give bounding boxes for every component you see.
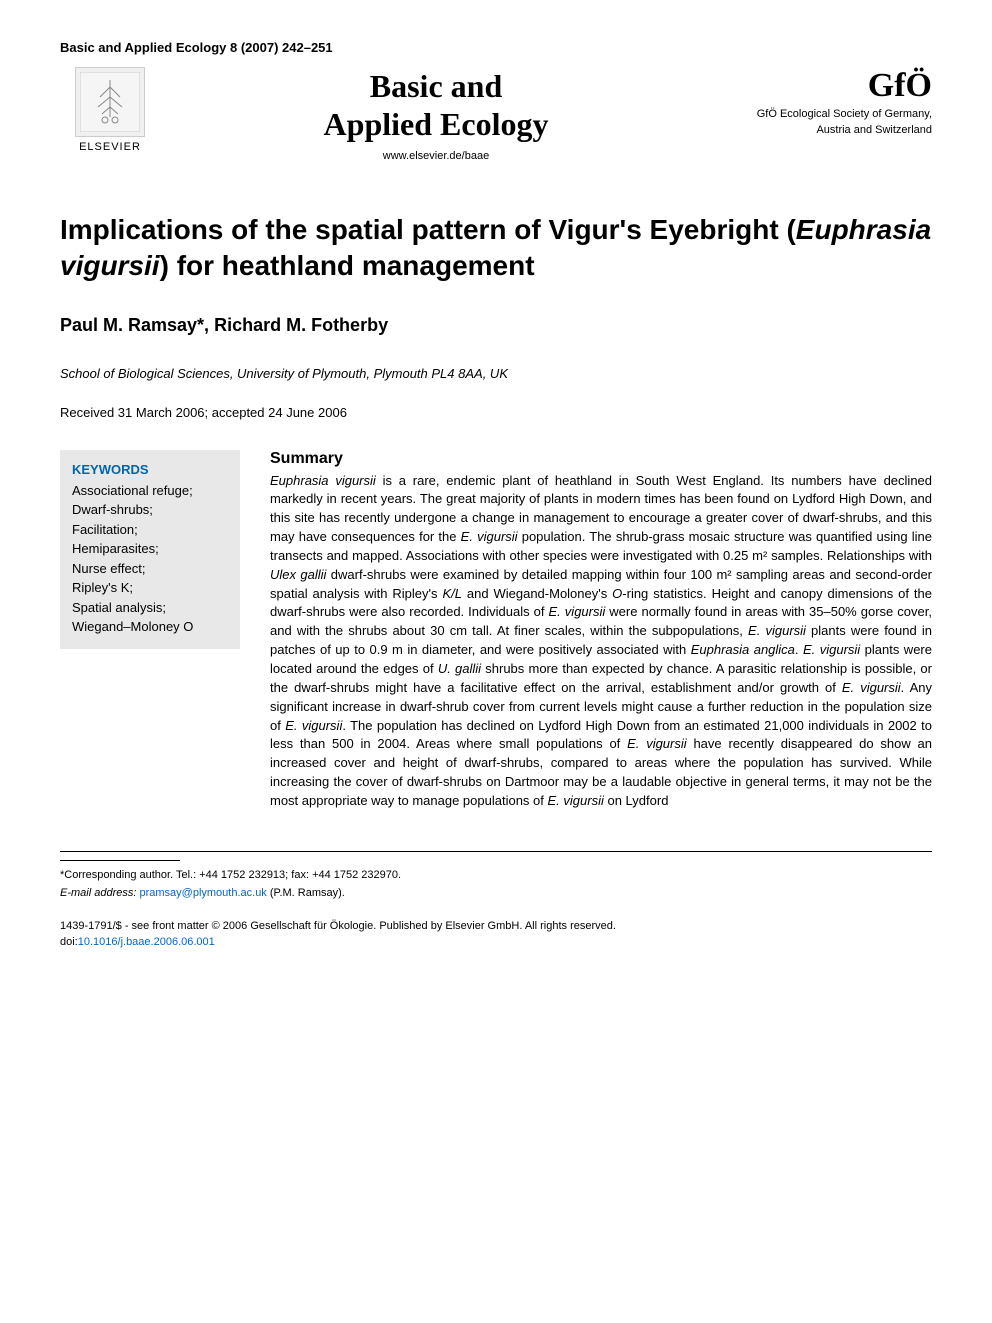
society-block: GfÖ GfÖ Ecological Society of Germany, A…: [712, 67, 932, 138]
body-columns: KEYWORDS Associational refuge;Dwarf-shru…: [60, 450, 932, 811]
keywords-heading: KEYWORDS: [72, 462, 228, 477]
keywords-box: KEYWORDS Associational refuge;Dwarf-shru…: [60, 450, 240, 649]
elsevier-logo-block: ELSEVIER: [60, 67, 160, 153]
keyword-item: Facilitation;: [72, 520, 228, 540]
keyword-item: Nurse effect;: [72, 559, 228, 579]
citation-line: Basic and Applied Ecology 8 (2007) 242–2…: [60, 40, 932, 55]
footer-section: *Corresponding author. Tel.: +44 1752 23…: [60, 851, 932, 951]
affiliation: School of Biological Sciences, Universit…: [60, 366, 932, 381]
header-row: ELSEVIER Basic and Applied Ecology www.e…: [60, 67, 932, 162]
authors: Paul M. Ramsay*, Richard M. Fotherby: [60, 315, 932, 336]
keyword-item: Dwarf-shrubs;: [72, 500, 228, 520]
summary-block: Summary Euphrasia vigursii is a rare, en…: [270, 450, 932, 811]
journal-url[interactable]: www.elsevier.de/baae: [160, 150, 712, 162]
journal-title-line1: Basic and: [160, 67, 712, 105]
footnote-divider: [60, 860, 180, 861]
elsevier-label: ELSEVIER: [79, 141, 141, 153]
keyword-item: Hemiparasites;: [72, 539, 228, 559]
society-text-line2: Austria and Switzerland: [712, 123, 932, 137]
summary-text: Euphrasia vigursii is a rare, endemic pl…: [270, 472, 932, 811]
email-person: (P.M. Ramsay).: [270, 887, 345, 899]
keyword-item: Wiegand–Moloney O: [72, 617, 228, 637]
keyword-item: Spatial analysis;: [72, 598, 228, 618]
received-accepted-dates: Received 31 March 2006; accepted 24 June…: [60, 405, 932, 420]
elsevier-tree-icon: [75, 67, 145, 137]
doi-prefix: doi:: [60, 936, 78, 948]
email-label: E-mail address:: [60, 887, 136, 899]
journal-title-block: Basic and Applied Ecology www.elsevier.d…: [160, 67, 712, 162]
journal-title-line2: Applied Ecology: [160, 105, 712, 143]
corresponding-author-note: *Corresponding author. Tel.: +44 1752 23…: [60, 867, 932, 884]
summary-heading: Summary: [270, 450, 932, 468]
email-link[interactable]: pramsay@plymouth.ac.uk: [139, 887, 266, 899]
keyword-item: Associational refuge;: [72, 481, 228, 501]
doi-link[interactable]: 10.1016/j.baae.2006.06.001: [78, 936, 215, 948]
article-title: Implications of the spatial pattern of V…: [60, 212, 932, 285]
society-text-line1: GfÖ Ecological Society of Germany,: [712, 107, 932, 121]
doi-line: doi:10.1016/j.baae.2006.06.001: [60, 934, 932, 951]
keyword-item: Ripley's K;: [72, 578, 228, 598]
keywords-list: Associational refuge;Dwarf-shrubs;Facili…: [72, 481, 228, 637]
email-line: E-mail address: pramsay@plymouth.ac.uk (…: [60, 885, 932, 902]
copyright-line: 1439-1791/$ - see front matter © 2006 Ge…: [60, 918, 932, 935]
society-logo: GfÖ: [712, 67, 932, 105]
